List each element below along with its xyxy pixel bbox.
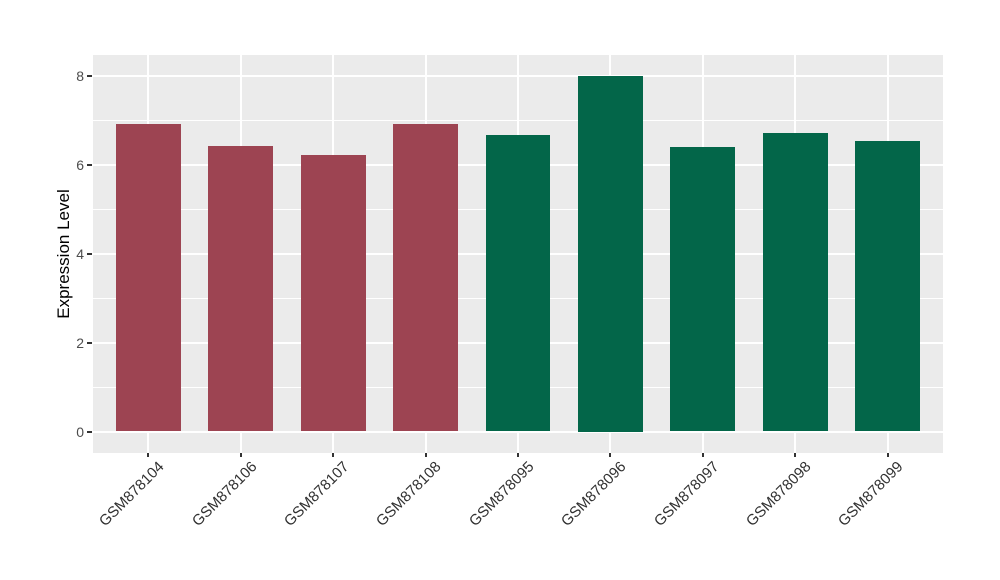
x-tick-mark-GSM878096 <box>609 453 612 457</box>
x-tick-label-GSM878096: GSM878096 <box>558 458 630 530</box>
x-tick-mark-GSM878107 <box>332 453 335 457</box>
y-tick-mark-4 <box>87 252 92 255</box>
x-tick-mark-GSM878097 <box>701 453 704 457</box>
bar-GSM878108 <box>393 124 458 432</box>
x-tick-label-GSM878106: GSM878106 <box>188 458 261 530</box>
bar-GSM878096 <box>578 75 643 432</box>
x-tick-mark-GSM878099 <box>886 453 889 457</box>
y-tick-mark-2 <box>87 341 92 344</box>
bar-GSM878097 <box>670 146 736 432</box>
bar-GSM878095 <box>485 135 551 432</box>
x-tick-mark-GSM878108 <box>424 453 427 457</box>
x-tick-label-GSM878104: GSM878104 <box>96 458 168 530</box>
x-tick-mark-GSM878095 <box>517 453 519 457</box>
x-tick-label-GSM878099: GSM878099 <box>835 458 907 530</box>
bar-GSM878106 <box>208 145 274 432</box>
y-tick-label-6: 6 <box>76 156 84 173</box>
y-axis-title: Expression Level <box>54 189 73 319</box>
y-tick-mark-0 <box>87 430 92 433</box>
x-tick-label-GSM878097: GSM878097 <box>650 458 723 530</box>
bar-GSM878104 <box>116 124 181 432</box>
y-tick-label-2: 2 <box>76 334 84 351</box>
x-tick-mark-GSM878106 <box>239 453 242 457</box>
x-tick-label-GSM878107: GSM878107 <box>280 458 353 530</box>
x-tick-label-GSM878098: GSM878098 <box>742 458 815 530</box>
y-tick-label-8: 8 <box>76 67 84 84</box>
x-tick-mark-GSM878098 <box>794 453 797 457</box>
y-tick-mark-8 <box>87 74 92 77</box>
plot-panel <box>93 55 943 453</box>
y-tick-label-4: 4 <box>76 245 84 262</box>
bar-GSM878099 <box>855 140 920 432</box>
x-tick-mark-GSM878104 <box>147 453 150 457</box>
bar-GSM878107 <box>300 154 366 432</box>
bar-GSM878098 <box>762 133 828 432</box>
y-tick-mark-6 <box>87 163 92 166</box>
x-tick-label-GSM878108: GSM878108 <box>373 458 445 530</box>
x-tick-label-GSM878095: GSM878095 <box>465 458 538 530</box>
y-tick-label-0: 0 <box>76 423 84 440</box>
